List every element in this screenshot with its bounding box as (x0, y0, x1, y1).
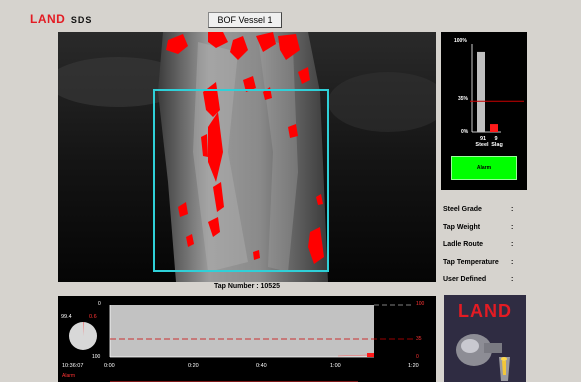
ratio-bars (470, 44, 524, 133)
info-colon: : (511, 223, 514, 231)
trend-slag-spike (367, 353, 374, 357)
camera-image (58, 32, 436, 282)
trend-alarm-label: Alarm (62, 373, 76, 379)
info-tap-temperature: Tap Temperature: (443, 259, 543, 277)
slag-value: 9 (494, 136, 498, 142)
pie-value-steel: 99.4 (61, 314, 72, 320)
steel-slag-ratio-panel: 100% 35% 0% 91 Steel 9 Slag Alarm (441, 32, 527, 190)
time-tick: 1:00 (330, 363, 341, 369)
info-user-defined: User Defined: (443, 276, 543, 294)
info-colon: : (511, 276, 514, 283)
measurement-roi-box[interactable] (153, 89, 329, 272)
tap-info-list: Steel Grade: Tap Weight: Ladle Route: Ta… (443, 206, 543, 294)
pie-value-slag: 0.6 (89, 314, 97, 320)
logo-product: SDS (70, 15, 93, 25)
land-logo-panel: LAND (444, 295, 526, 382)
info-tap-weight: Tap Weight: (443, 224, 543, 242)
ladle-illustration: LAND (444, 295, 526, 382)
info-label: Tap Weight (443, 223, 481, 231)
logo-brand: LAND (30, 12, 66, 26)
axis-right-mid: 35 (416, 336, 422, 342)
vessel-select-button[interactable]: BOF Vessel 1 (208, 12, 282, 28)
axis-right-top: 100 (416, 301, 425, 307)
steel-value: 91 (479, 136, 487, 142)
info-label: Steel Grade (443, 206, 482, 213)
slag-detection-overlay (166, 32, 324, 264)
bar-threshold-label: 35% (458, 96, 469, 102)
info-steel-grade: Steel Grade: (443, 206, 543, 224)
axis-right-bottom: 0 (416, 354, 419, 360)
bar-max-label: 100% (454, 38, 467, 44)
axis-left-bottom: 100 (92, 354, 101, 360)
time-tick: 0:00 (104, 363, 115, 369)
info-colon: : (511, 206, 514, 213)
slag-label: Slag (491, 142, 503, 148)
time-tick: 0:20 (188, 363, 199, 369)
trend-plot-area (110, 305, 374, 357)
trend-graphics (69, 304, 413, 382)
info-label: User Defined (443, 276, 487, 283)
info-label: Ladle Route (443, 241, 484, 248)
land-sds-logo: LAND SDS (30, 12, 92, 26)
alarm-indicator[interactable]: Alarm (451, 156, 517, 180)
land-logo-text: LAND (458, 301, 512, 321)
time-tick: 1:20 (408, 363, 419, 369)
info-colon: : (511, 258, 514, 266)
bar-min-label: 0% (461, 129, 469, 135)
axis-left-top: 0 (98, 301, 101, 307)
steel-label: Steel (475, 142, 489, 148)
thermal-camera-view (58, 32, 436, 282)
tap-number-label: Tap Number : 10525 (213, 283, 280, 290)
slag-bar (490, 124, 498, 132)
trend-clock: 10:36:07 (62, 363, 84, 369)
info-label: Tap Temperature (443, 258, 499, 266)
slag-trend-panel: 99.4 0.6 0 100 100 35 0 10:36:07 0:00 0:… (58, 296, 436, 382)
info-colon: : (511, 241, 514, 248)
info-ladle-route: Ladle Route: (443, 241, 543, 259)
time-tick: 0:40 (256, 363, 267, 369)
steel-bar (477, 51, 485, 132)
